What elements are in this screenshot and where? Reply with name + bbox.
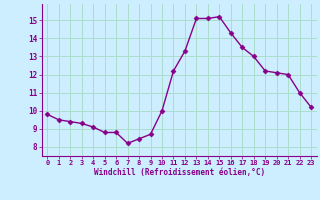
X-axis label: Windchill (Refroidissement éolien,°C): Windchill (Refroidissement éolien,°C) [94,168,265,177]
